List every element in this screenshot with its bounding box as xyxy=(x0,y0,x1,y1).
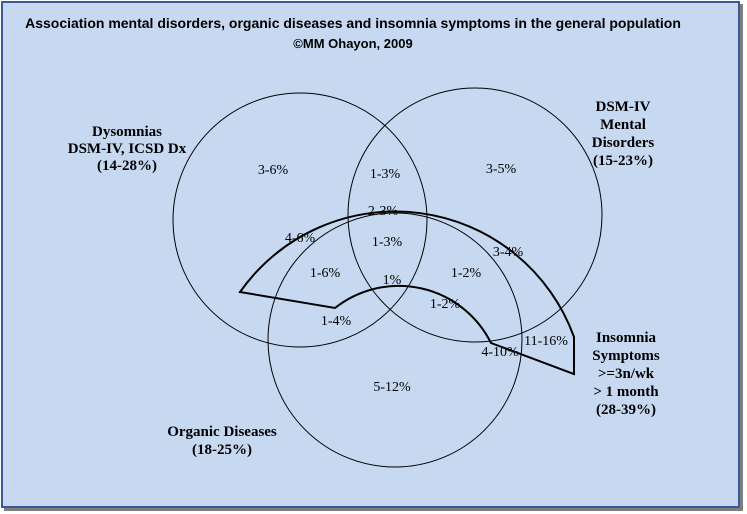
label-dysomnias-line3: (14-28%) xyxy=(97,158,157,174)
region-mental-organic-insomnia: 1-2% xyxy=(451,266,482,281)
label-organic-line1: Organic Diseases xyxy=(167,424,277,440)
insomnia-symptoms-sector xyxy=(238,210,575,376)
diagram-subtitle: ©MM Ohayon, 2009 xyxy=(293,36,413,51)
label-insomnia-symptoms: Insomnia Symptoms >=3n/wk > 1 month (28-… xyxy=(592,330,660,418)
label-insomnia-line1: Insomnia xyxy=(596,330,657,346)
region-mental-organic: 1-2% xyxy=(430,297,461,312)
label-mental-line4: (15-23%) xyxy=(593,153,653,169)
region-all-four: 1-3% xyxy=(372,235,403,250)
label-dysomnias-line1: Dysomnias xyxy=(92,124,162,140)
label-insomnia-line2: Symptoms xyxy=(592,348,660,364)
region-dysomnias-organic-insomnia: 1-6% xyxy=(310,266,341,281)
label-insomnia-line5: (28-39%) xyxy=(596,402,656,418)
region-dysomnias-insomnia: 4-6% xyxy=(285,231,316,246)
region-organic-only: 5-12% xyxy=(373,380,411,395)
label-organic-line2: (18-25%) xyxy=(192,442,252,458)
organic-diseases-circle xyxy=(267,212,523,468)
diagram-title: Association mental disorders, organic di… xyxy=(25,15,681,31)
label-organic-diseases: Organic Diseases (18-25%) xyxy=(167,424,277,458)
label-mental-line3: Disorders xyxy=(592,135,655,151)
label-insomnia-line4: > 1 month xyxy=(593,384,659,400)
dysomnias-circle xyxy=(172,92,428,348)
diagram-frame: Association mental disorders, organic di… xyxy=(1,1,740,508)
label-insomnia-line3: >=3n/wk xyxy=(598,366,655,382)
region-dysomnias-organic: 1-4% xyxy=(321,314,352,329)
region-mental-only: 3-5% xyxy=(486,162,517,177)
mental-disorders-circle xyxy=(347,87,603,343)
region-dysomnias-mental: 1-3% xyxy=(370,167,401,182)
region-mental-insomnia: 3-4% xyxy=(493,245,524,260)
region-organic-insomnia: 4-10% xyxy=(481,345,519,360)
label-dysomnias-line2: DSM-IV, ICSD Dx xyxy=(68,141,187,157)
label-mental-line1: DSM-IV xyxy=(596,99,651,115)
region-dysomnias-only: 3-6% xyxy=(258,163,289,178)
label-mental-disorders: DSM-IV Mental Disorders (15-23%) xyxy=(592,99,655,169)
region-dysomnias-mental-insomnia: 2-3% xyxy=(368,204,399,219)
label-dysomnias: Dysomnias DSM-IV, ICSD Dx (14-28%) xyxy=(68,124,187,174)
region-insomnia-only: 11-16% xyxy=(524,334,568,349)
region-dysomnias-mental-organic: 1% xyxy=(383,273,402,288)
label-mental-line2: Mental xyxy=(600,117,646,133)
